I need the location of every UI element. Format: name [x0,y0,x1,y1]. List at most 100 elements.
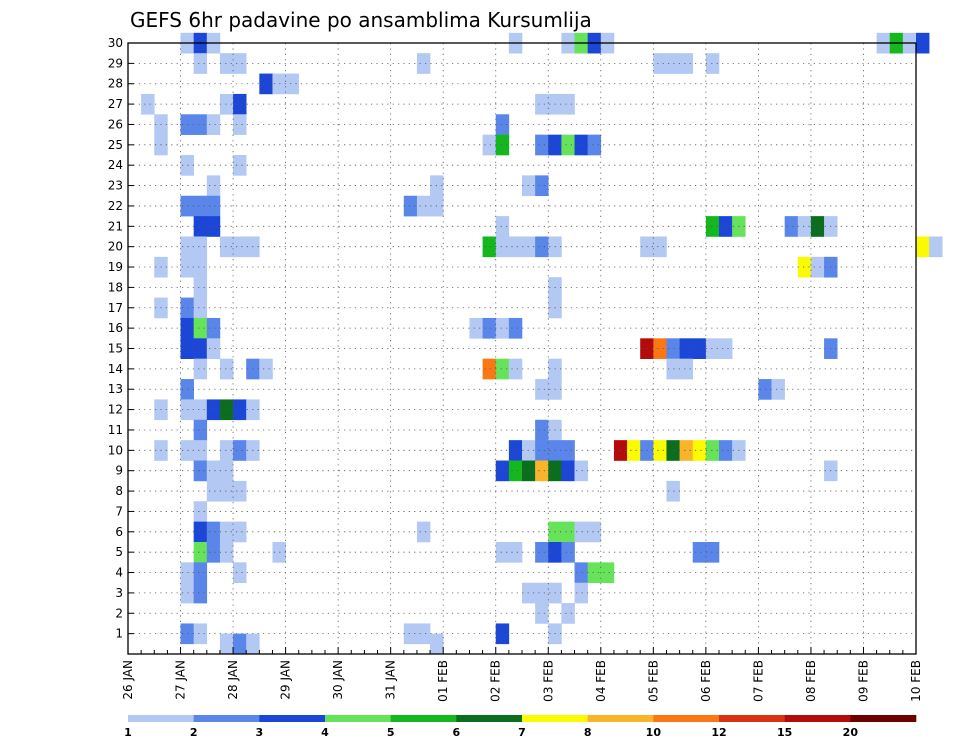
heat-cell [206,541,221,563]
x-tick-label: 31 JAN [384,660,398,700]
heat-cell [180,338,194,359]
heat-cell [219,480,234,502]
heat-cell [758,379,772,400]
heat-cell [508,236,523,258]
heat-cell [219,53,234,74]
heat-cell [705,440,720,461]
heat-cell [495,460,510,482]
heat-cell [574,521,588,543]
heat-cell [180,297,194,319]
heat-cell [219,460,234,482]
y-tick-label: 19 [108,260,123,274]
heat-cell [193,419,208,441]
y-tick-label: 8 [115,484,123,498]
heat-cell [613,440,628,461]
heat-cell [193,562,208,584]
x-tick-label: 01 FEB [436,660,450,702]
heat-cell [561,541,575,563]
heat-cell [495,358,510,380]
y-tick-label: 14 [108,362,123,376]
heat-cell [495,623,510,645]
x-axis: 26 JAN 27 JAN 28 JAN 29 JAN 30 JAN 31 JAN 01 F… [121,647,923,702]
heat-cell [219,541,234,563]
heat-cell [508,541,523,563]
heat-cell [705,216,720,237]
heat-cell [600,562,615,584]
heat-cell [561,603,575,624]
heat-cell [771,379,785,400]
heat-cell [180,562,194,584]
heat-cell [416,521,431,543]
heat-cell [561,460,575,482]
heat-cell [219,358,234,380]
heat-cell [233,114,247,135]
heat-cell [587,134,602,156]
heat-cell [797,216,812,237]
heat-cell [666,358,680,380]
heat-cell [929,236,943,258]
heat-cell [705,338,720,359]
heat-cell [535,419,549,441]
heat-cell [810,256,825,278]
y-axis: 1234567891011121314151617181920212223242… [108,36,134,641]
colorbar-swatch [850,715,917,722]
x-tick-label: 07 FEB [751,660,765,702]
heat-cell [193,114,208,135]
heat-cell [193,297,208,319]
colorbar-label: 6 [453,726,461,739]
heat-cell [206,175,221,197]
y-tick-label: 2 [115,606,123,620]
y-tick-label: 29 [108,56,123,70]
heat-cell [495,134,510,156]
colorbar-label: 5 [387,726,395,739]
heat-cell [705,541,720,563]
heat-cell [679,53,694,74]
heat-cell [233,440,247,461]
heat-cell [482,358,497,380]
heat-cell [180,114,194,135]
heat-cell [193,399,208,421]
x-tick-label: 04 FEB [594,660,608,702]
heat-cell [495,317,510,339]
heat-cell [180,399,194,421]
heat-cell [193,541,208,563]
y-tick-label: 13 [108,382,123,396]
heat-cell [141,93,155,115]
colorbar-swatch [259,715,326,722]
heat-cell [233,480,247,502]
heat-cell [508,440,523,461]
heat-cell [653,338,667,359]
heat-cell [535,582,549,604]
heat-cell [206,460,221,482]
heat-cell [574,460,588,482]
x-tick-label: 06 FEB [699,660,713,702]
heat-cell [180,623,194,645]
colorbar-swatch [325,715,391,722]
heat-cell [666,440,680,461]
chart-title: GEFS 6hr padavine po ansamblima Kursumli… [130,8,592,32]
heat-cell [495,216,510,237]
heat-cell [666,338,680,359]
heat-cell [193,582,208,604]
heat-cell [705,53,720,74]
colorbar-swatch [784,715,851,722]
heat-cell [193,256,208,278]
colorbar: 1 2 3 4 5 6 7 8 10 12 15 20 [124,715,917,739]
heat-cell [206,480,221,502]
heat-cell [692,541,707,563]
heat-cell [535,134,549,156]
y-tick-label: 5 [115,545,123,559]
y-tick-label: 4 [115,566,123,580]
heat-cell [679,358,694,380]
heat-cell [233,93,247,115]
x-tick-label: 05 FEB [646,660,660,702]
heat-cell [246,633,260,655]
heat-cell [206,317,221,339]
heat-cell [416,623,431,645]
heat-cell [219,633,234,655]
heat-cell [535,460,549,482]
x-tick-label: 26 JAN [121,660,135,700]
colorbar-label: 8 [584,726,592,739]
cells-layer [141,32,943,655]
heat-cell [206,216,221,237]
